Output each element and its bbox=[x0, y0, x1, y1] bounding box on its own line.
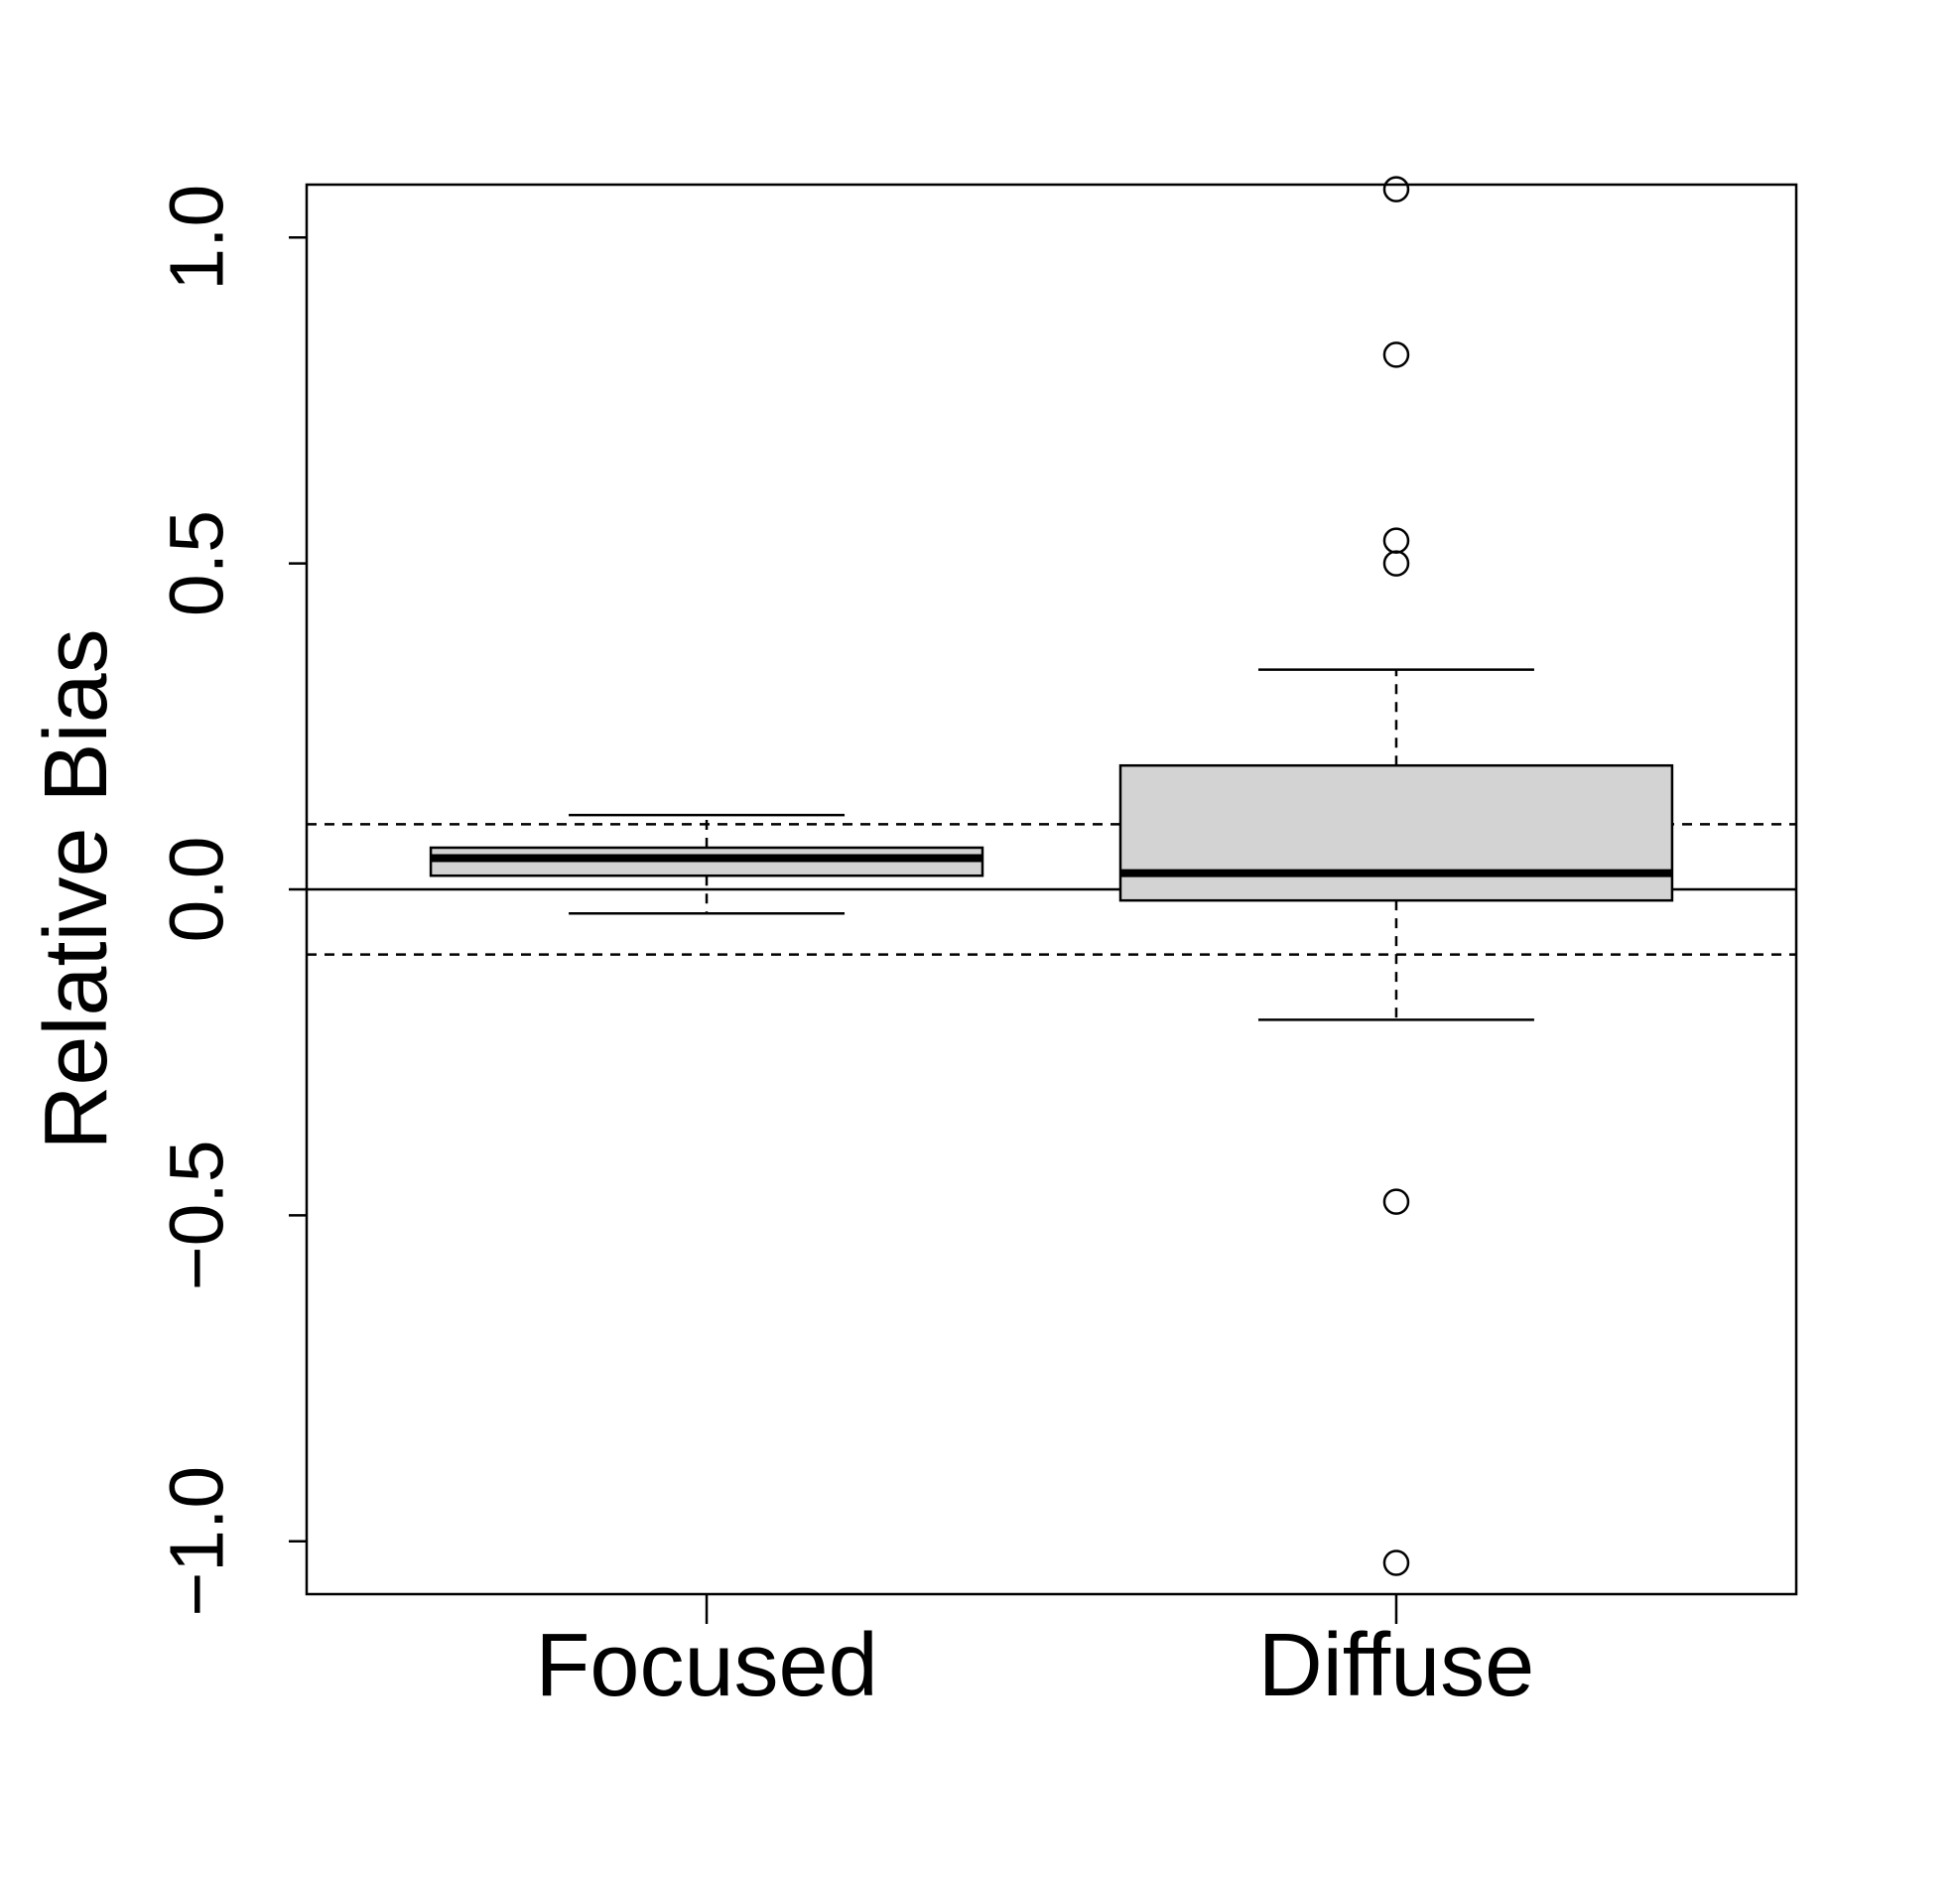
box bbox=[1118, 763, 1674, 902]
y-axis-label: Relative Bias bbox=[27, 628, 126, 1149]
outlier bbox=[1382, 527, 1410, 554]
outlier bbox=[1382, 341, 1410, 368]
y-tick-label: 0.0 bbox=[154, 836, 239, 942]
outlier bbox=[1382, 176, 1410, 202]
outlier bbox=[1382, 550, 1410, 577]
outlier bbox=[1382, 1188, 1410, 1215]
y-tick-label: 0.5 bbox=[154, 510, 239, 616]
x-tick-label: Focused bbox=[535, 1616, 877, 1715]
y-tick-label: −0.5 bbox=[154, 1140, 239, 1290]
x-tick-label: Diffuse bbox=[1258, 1616, 1534, 1715]
outlier bbox=[1382, 1549, 1410, 1576]
y-tick-label: −1.0 bbox=[154, 1466, 239, 1617]
y-tick-label: 1.0 bbox=[154, 185, 239, 291]
